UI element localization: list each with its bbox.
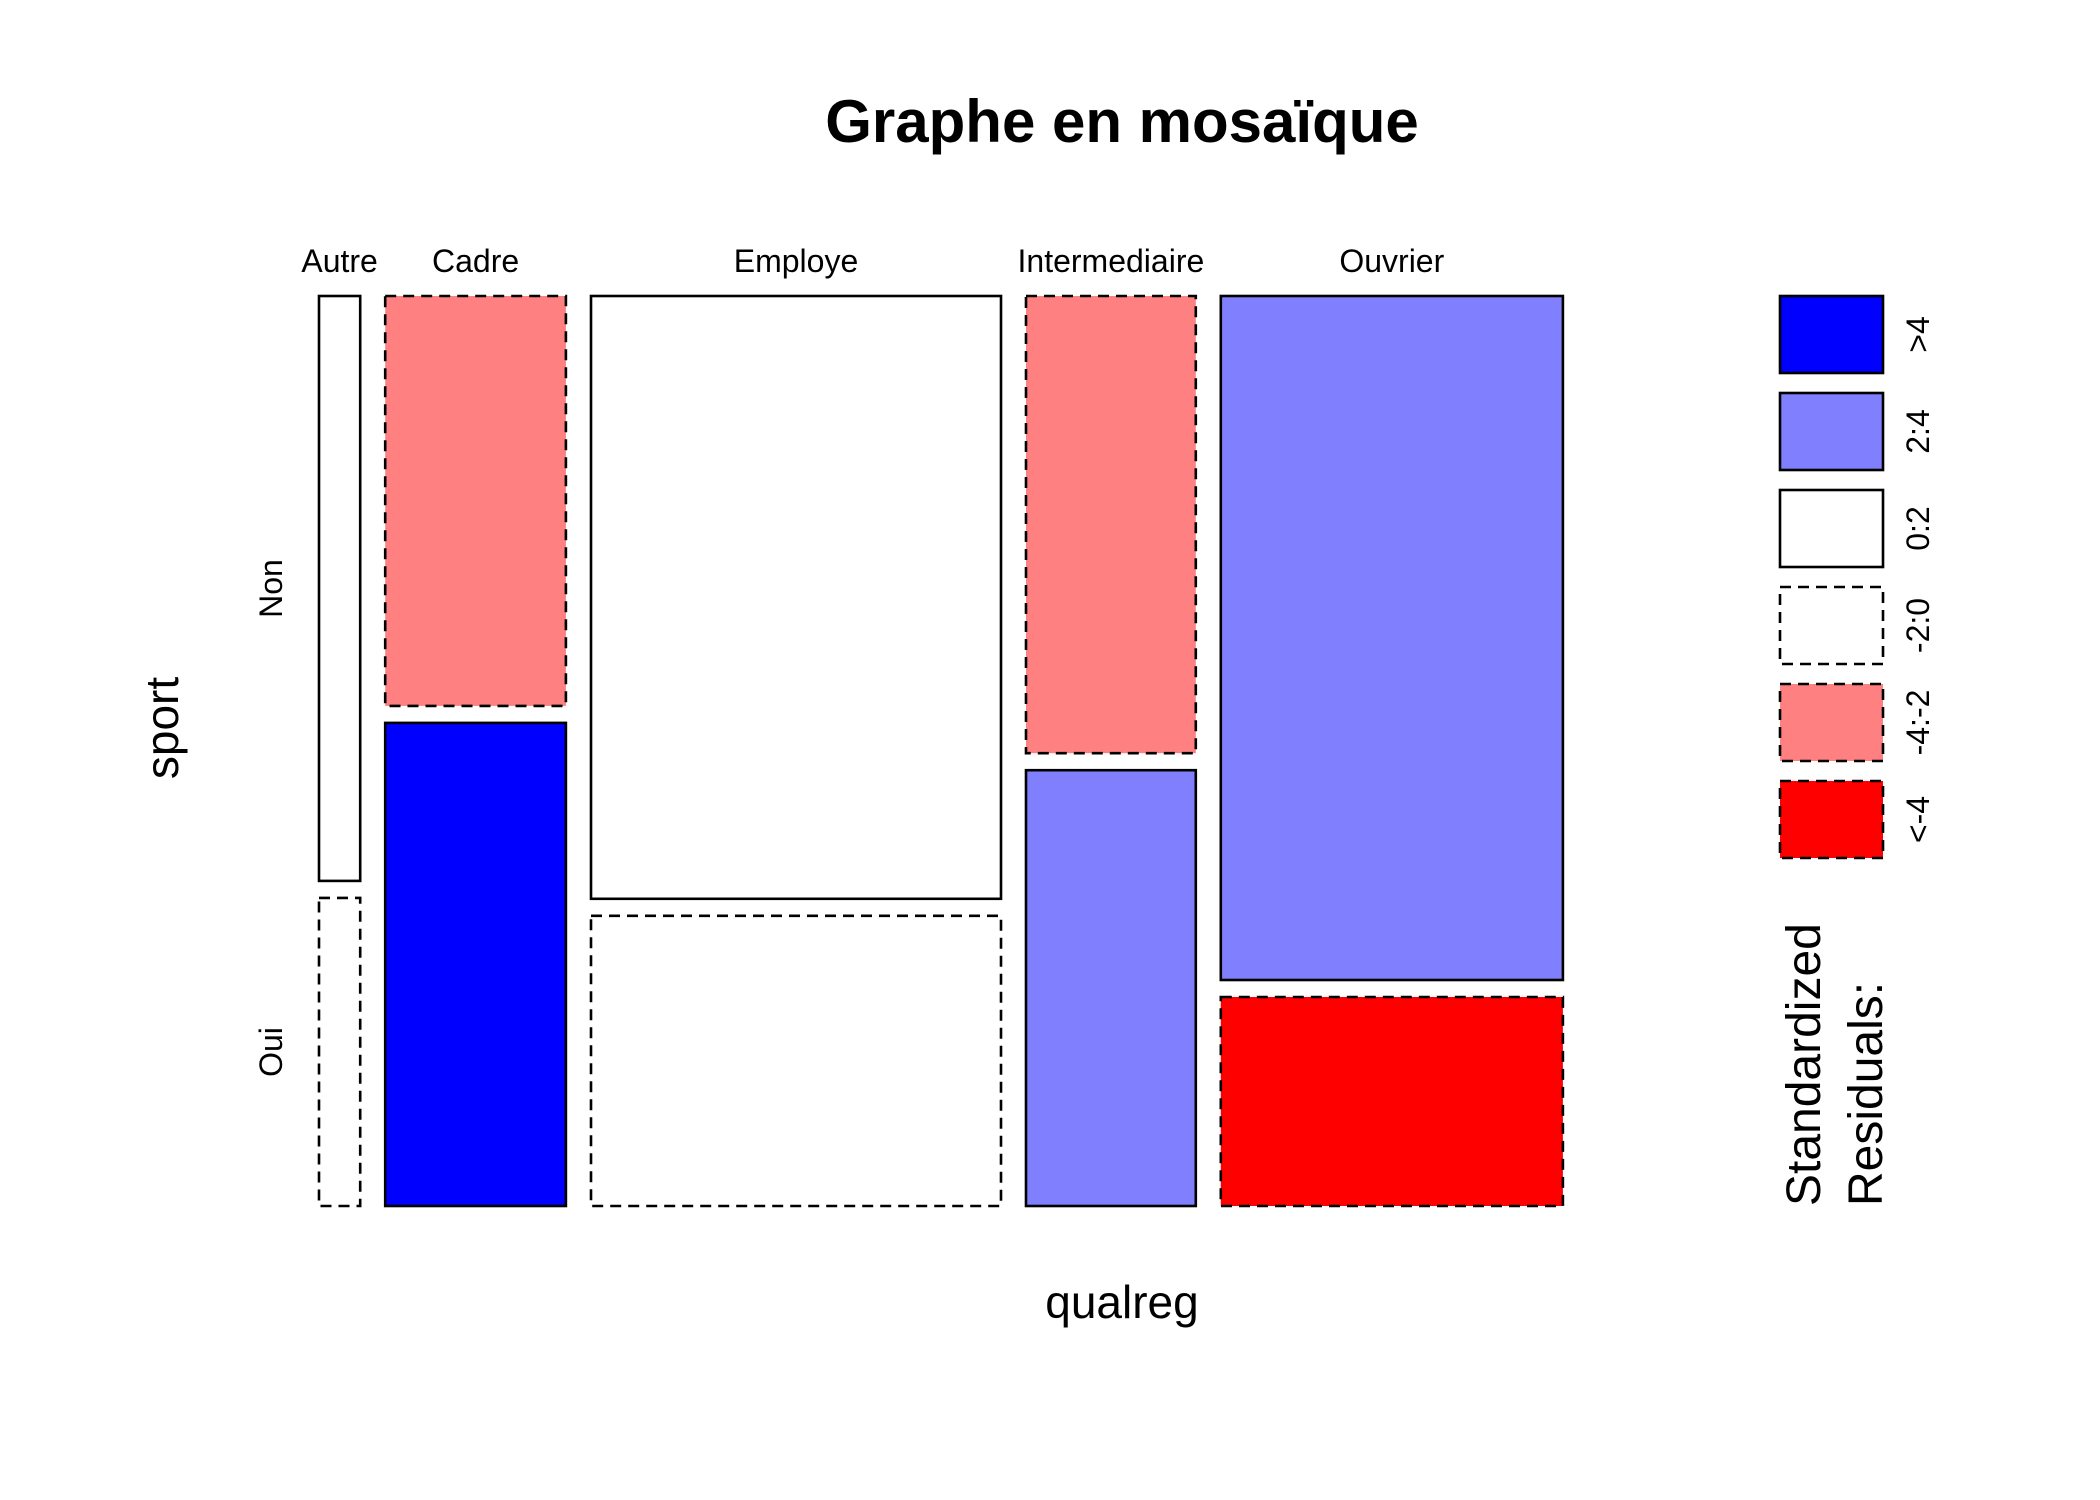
tile-intermediaire-non [1024,294,1198,755]
legend-swatch-lt-4 [1778,779,1885,860]
tile-autre-non [317,294,362,883]
column-label-cadre: Cadre [432,243,519,279]
column-label-intermediaire: Intermediaire [1018,243,1205,279]
legend-swatch-gt4 [1778,294,1885,375]
legend-swatch-4-2 [1778,682,1885,763]
tile-intermediaire-oui [1024,768,1198,1208]
tile-ouvrier-oui [1219,995,1565,1208]
column-labels: Autre Cadre Employe Intermediaire Ouvrier [301,243,1444,279]
column-label-ouvrier: Ouvrier [1339,243,1444,279]
legend-title-line-1: Standardized [1778,923,1831,1206]
tile-autre-oui [317,896,362,1208]
tile-cadre-oui [383,721,568,1208]
legend-swatch-2-4 [1778,391,1885,472]
tile-ouvrier-non [1219,294,1565,982]
legend-label-4-2: -4:-2 [1900,690,1936,756]
column-label-employe: Employe [734,243,859,279]
row-labels: Non Oui [253,559,289,1077]
legend-label-2-0: -2:0 [1900,598,1936,653]
y-axis-title: sport [136,677,188,779]
legend-swatch-2-0 [1778,585,1885,666]
column-label-autre: Autre [301,243,377,279]
legend-label-gt4: >4 [1900,316,1936,352]
legend-label-2-4: 2:4 [1900,409,1936,453]
legend-title-line-2: Residuals: [1840,982,1893,1206]
legend-label-0-2: 0:2 [1900,506,1936,550]
tile-employe-non [589,294,1003,901]
legend-swatch-0-2 [1778,488,1885,569]
row-label-non: Non [253,559,289,618]
mosaic-tiles [317,294,1565,1208]
tile-cadre-non [383,294,568,708]
legend-label-lt-4: <-4 [1900,796,1936,843]
legend: >4 2:4 0:2 -2:0 -4:-2 <-4 Standardized Residual… [1778,294,1936,1206]
row-label-oui: Oui [253,1027,289,1077]
chart-title: Graphe en mosaïque [825,88,1419,155]
tile-employe-oui [589,914,1003,1208]
x-axis-title: qualreg [1045,1276,1198,1328]
